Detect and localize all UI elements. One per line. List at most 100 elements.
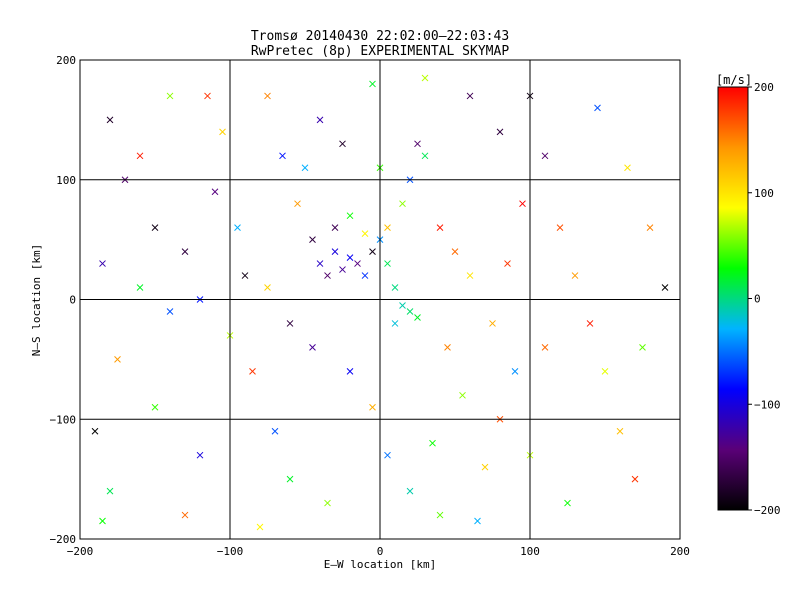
scatter-point [181,511,189,519]
scatter-point [346,254,354,261]
scatter-point [339,140,346,148]
scatter-point [151,403,159,411]
scatter-point [309,344,316,351]
scatter-point [264,92,271,100]
scatter-point [361,272,369,279]
scatter-point [414,140,421,148]
y-axis-ticks: −200 −100 0 100 200 [50,54,77,546]
scatter-point [399,302,406,309]
x-tick-label: −200 [67,545,94,558]
scatter-point [324,499,331,507]
scatter-point [256,523,264,531]
scatter-point [444,344,451,351]
scatter-point [136,284,144,291]
scatter-point [571,272,579,279]
scatter-point [384,260,391,267]
scatter-point [414,314,421,321]
y-tick-label: 200 [56,54,76,67]
scatter-point [294,200,301,208]
colorbar-tick-label: 200 [754,81,774,94]
scatter-point [249,367,256,375]
scatter-point [481,463,489,471]
scatter-point [316,260,324,267]
scatter-point [504,260,511,267]
scatter-point [286,475,294,483]
scatter-point [331,224,339,232]
scatter-point [279,152,286,160]
scatter-point [136,152,144,160]
scatter-point [556,224,564,232]
scatter-point [241,272,249,279]
scatter-point [564,499,571,507]
x-tick-label: 100 [520,545,540,558]
scatter-point [309,236,316,243]
scatter-point [646,224,654,232]
scatter-point [661,284,669,291]
scatter-point [586,320,594,327]
chart-subtitle: RwPretec (8p) EXPERIMENTAL SKYMAP [251,44,509,59]
scatter-point [106,116,114,124]
scatter-point [489,320,496,327]
scatter-points [91,74,669,531]
scatter-point [114,356,121,363]
scatter-point [616,427,624,435]
scatter-point [264,284,271,291]
scatter-point [466,272,474,279]
scatter-point [106,487,114,495]
scatter-point [511,367,519,375]
x-axis-label: E–W location [km] [324,558,437,571]
scatter-point [151,224,159,232]
x-tick-label: 200 [670,545,690,558]
scatter-point [406,308,414,315]
colorbar [717,86,749,511]
scatter-point [496,128,504,136]
scatter-point [624,164,631,172]
scatter-point [166,308,174,315]
scatter-point [459,391,466,399]
scatter-point [391,320,399,327]
scatter-point [346,212,354,220]
scatter-point [99,517,106,525]
scatter-point [399,200,406,208]
scatter-point [594,104,601,112]
scatter-point [391,284,399,291]
scatter-point [541,344,549,351]
scatter-point [181,248,189,255]
scatter-point [91,427,99,435]
scatter-point [234,224,241,232]
colorbar-tick-label: 0 [754,293,761,306]
scatter-point [369,80,376,88]
scatter-point [541,152,549,160]
scatter-point [324,272,331,279]
scatter-point [384,451,391,459]
scatter-point [436,224,444,232]
chart-title: Tromsø 20140430 22:02:00–22:03:43 [251,29,509,44]
scatter-point [271,427,279,435]
colorbar-tick-label: 100 [754,187,774,200]
x-tick-label: −100 [217,545,244,558]
y-axis-label: N–S location [km] [30,244,43,357]
scatter-point [369,248,376,255]
scatter-point [436,511,444,519]
colorbar-tick-label: −100 [754,398,781,411]
scatter-point [301,164,309,172]
colorbar-tick-label: −200 [754,504,781,517]
scatter-point [339,266,346,273]
scatter-point [519,200,526,208]
colorbar-ticks: −200 −100 0 100 200 [748,81,781,517]
scatter-point [196,451,204,459]
x-axis-ticks: −200 −100 0 100 200 [67,545,690,558]
scatter-point [421,152,429,160]
colorbar-label: [m/s] [716,73,752,87]
scatter-point [451,248,459,255]
scatter-point [639,344,646,351]
scatter-point [384,224,391,232]
y-tick-label: −100 [50,413,77,426]
y-tick-label: 100 [56,174,76,187]
scatter-point [421,74,429,82]
scatter-point [211,188,219,196]
y-tick-label: 0 [69,294,76,307]
scatter-point [166,92,174,100]
scatter-point [346,367,354,375]
